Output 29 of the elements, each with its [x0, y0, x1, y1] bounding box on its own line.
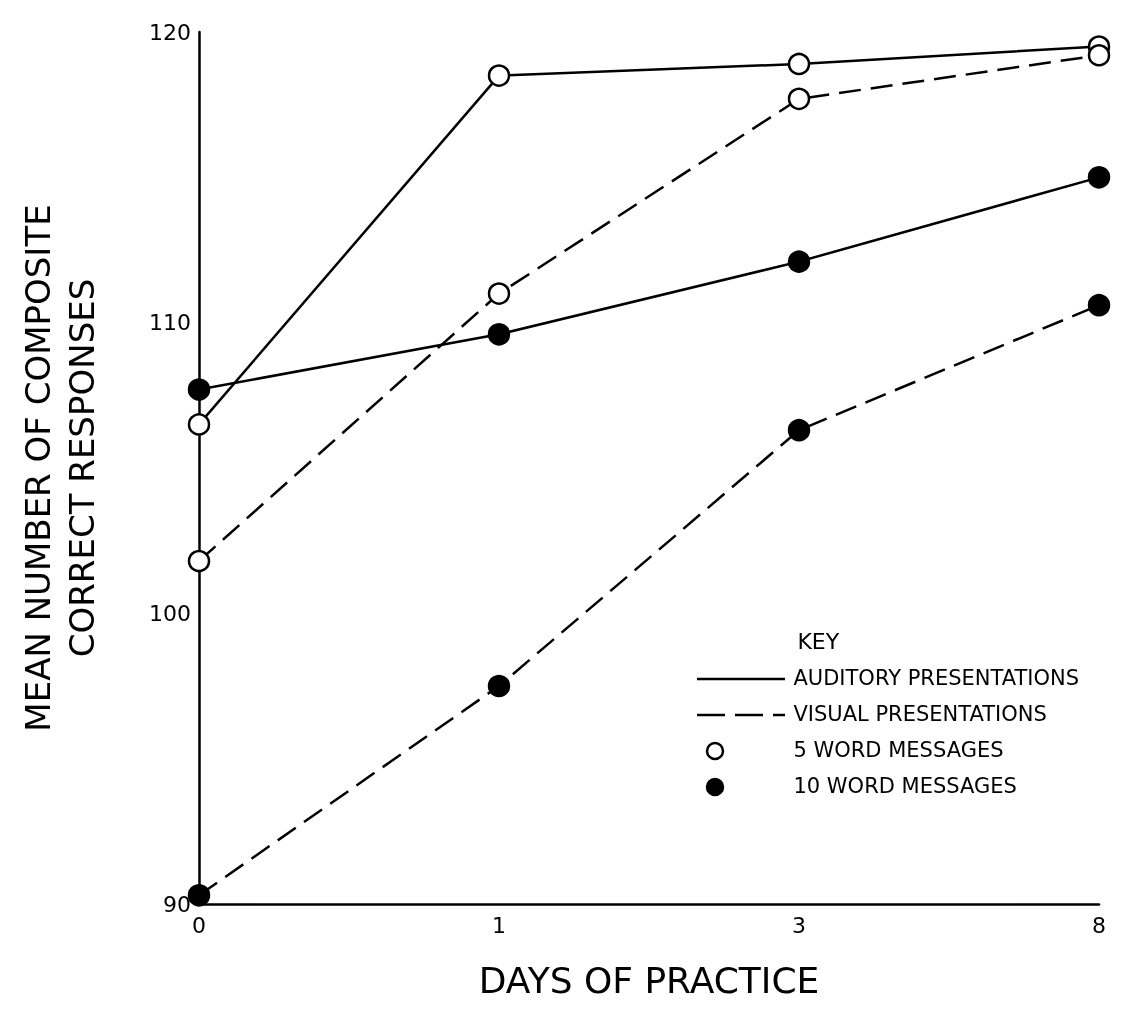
point [487, 674, 511, 698]
point [487, 282, 511, 305]
y-tick-label: 120 [149, 19, 191, 45]
point [1087, 293, 1111, 317]
x-tick-label: 0 [192, 912, 206, 938]
point [787, 250, 811, 273]
x-tick-label: 3 [792, 912, 806, 938]
y-tick-label: 110 [149, 310, 191, 336]
annotation: AUDITORY PRESENTATIONS [793, 666, 1079, 690]
x-axis-title: DAYS OF PRACTICE [478, 959, 820, 1001]
annotation: 10 WORD MESSAGES [793, 774, 1017, 798]
y-tick-label: 100 [149, 600, 191, 626]
point [787, 418, 811, 442]
point [187, 413, 211, 436]
point [787, 52, 811, 76]
point [187, 378, 211, 401]
x-tick-label: 8 [1092, 912, 1106, 938]
point [487, 64, 511, 87]
point [487, 323, 511, 346]
y-axis-title: MEAN NUMBER OF COMPOSITE CORRECT RESPONSES [18, 204, 102, 732]
x-tick-label: 1 [492, 912, 506, 938]
legend-title: KEY [796, 628, 841, 656]
point [787, 87, 811, 111]
point [1087, 44, 1111, 67]
annotation: VISUAL PRESENTATIONS [793, 702, 1047, 726]
y-tick-label: 90 [163, 891, 191, 917]
point [187, 549, 211, 573]
point [1087, 166, 1111, 189]
annotation: 5 WORD MESSAGES [793, 738, 1004, 762]
